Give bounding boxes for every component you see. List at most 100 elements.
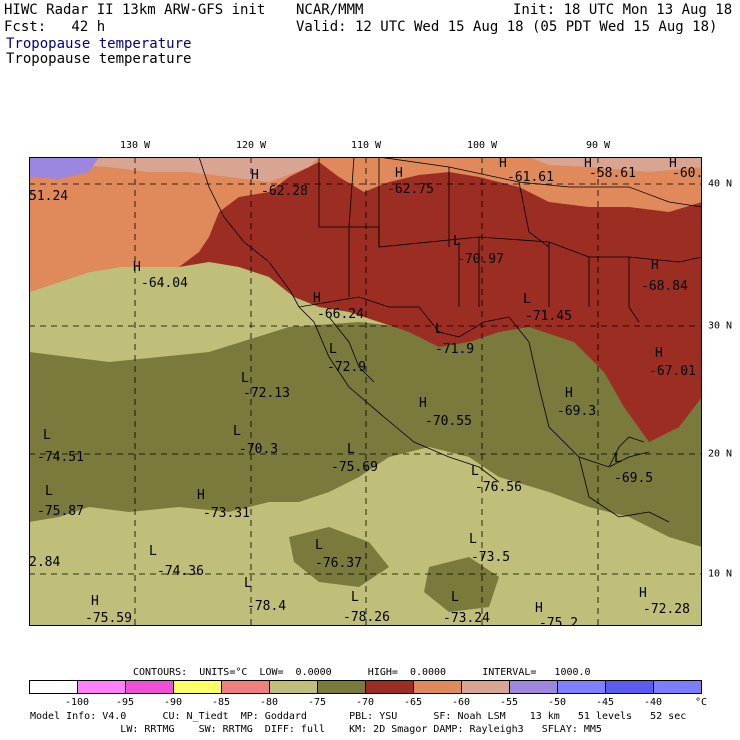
colorbar-tick-label: -70 — [355, 697, 375, 708]
edge-value: 51.24 — [29, 189, 68, 204]
colorbar-swatch — [461, 680, 510, 694]
high-value: -58.61 — [589, 166, 636, 181]
colorbar-swatch — [365, 680, 414, 694]
low-value: -71.9 — [435, 342, 474, 357]
lon-tick-100w: 100 W — [466, 140, 498, 151]
colorbar-swatch — [269, 680, 318, 694]
model-info-line-1: Model Info: V4.0 CU: N_Tiedt MP: Goddard… — [30, 711, 687, 722]
colorbar-tick-label: -100 — [64, 697, 90, 708]
high-label: H — [584, 157, 592, 171]
colorbar-tick-label: -75 — [307, 697, 327, 708]
low-value: -74.51 — [37, 450, 84, 465]
high-value: -66.24 — [317, 307, 364, 322]
colorbar-tick-label: -65 — [403, 697, 423, 708]
lon-tick-130w: 130 W — [119, 140, 151, 151]
lat-tick-10n: 10 N — [708, 568, 733, 580]
model-info-line-2: LW: RRTMG SW: RRTMG DIFF: full KM: 2D Sm… — [30, 724, 602, 735]
colorbar-swatch — [77, 680, 126, 694]
low-label: L — [614, 451, 622, 466]
colorbar-swatch — [125, 680, 174, 694]
colorbar-swatch — [173, 680, 222, 694]
colorbar-swatch — [221, 680, 270, 694]
low-value: -75.69 — [331, 460, 378, 475]
zone-m70-m75-south — [289, 527, 499, 612]
low-value: -76.37 — [315, 556, 362, 571]
high-label: H — [251, 168, 259, 183]
low-value: -70.97 — [457, 252, 504, 267]
colorbar-tick-label: -40 — [643, 697, 663, 708]
field-title-primary: Tropopause temperature — [6, 36, 192, 52]
lat-tick-40n: 40 N — [708, 178, 733, 190]
high-label: H — [91, 594, 99, 609]
low-label: L — [435, 322, 443, 337]
high-label: H — [535, 601, 543, 616]
colorbar-tick-label: -45 — [595, 697, 615, 708]
high-value: -75.2 — [539, 616, 578, 626]
extrema-labels: H-62.28 H-62.75 H-61.61 H-58.61 H-60. H-… — [29, 157, 702, 626]
low-label: L — [241, 371, 249, 386]
colorbar-tick-label: -85 — [211, 697, 231, 708]
low-label: L — [233, 424, 241, 439]
high-label: H — [499, 157, 507, 171]
source-label: NCAR/MMM — [296, 2, 364, 18]
colorbar-swatch — [413, 680, 462, 694]
low-label: L — [315, 538, 323, 553]
zone-m70-m75 — [29, 317, 702, 547]
init-time: Init: 18 UTC Mon 13 Aug 18 — [513, 2, 733, 18]
high-label: H — [419, 396, 427, 411]
lon-tick-90w: 90 W — [585, 140, 611, 151]
low-value: -74.36 — [157, 564, 204, 579]
low-label: L — [471, 464, 479, 479]
high-value: -62.28 — [261, 184, 308, 199]
high-value: -75.59 — [85, 611, 132, 626]
low-value: -72.13 — [243, 386, 290, 401]
low-value: -78.26 — [343, 610, 390, 625]
high-value: -72.28 — [643, 602, 690, 617]
low-value: -70.3 — [239, 442, 278, 457]
high-value: -64.04 — [141, 276, 188, 291]
low-value: -73.5 — [471, 550, 510, 565]
low-label: L — [453, 234, 461, 249]
edge-value: 2.84 — [29, 555, 60, 570]
zone-m60-m65 — [29, 157, 702, 292]
low-label: L — [43, 428, 51, 443]
colorbar-swatch — [509, 680, 558, 694]
low-label: L — [149, 544, 157, 559]
lat-tick-30n: 30 N — [708, 320, 733, 332]
low-label: L — [351, 590, 359, 605]
high-label: H — [197, 488, 205, 503]
low-value: -78.4 — [247, 599, 286, 614]
colorbar-swatch — [557, 680, 606, 694]
low-value: -69.5 — [614, 471, 653, 486]
high-label: H — [639, 586, 647, 601]
lon-tick-120w: 120 W — [235, 140, 267, 151]
colorbar-tick-label: -80 — [259, 697, 279, 708]
lat-lon-grid — [29, 157, 702, 626]
low-label: L — [347, 442, 355, 457]
high-value: -61.61 — [507, 170, 554, 185]
valid-time: Valid: 12 UTC Wed 15 Aug 18 (05 PDT Wed … — [296, 19, 718, 35]
high-value: -69.3 — [557, 404, 596, 419]
high-label: H — [651, 258, 659, 273]
low-label: L — [451, 590, 459, 605]
low-label: L — [45, 484, 53, 499]
contours-info: CONTOURS: UNITS=°C LOW= 0.0000 HIGH= 0.0… — [133, 667, 591, 678]
colorbar-swatch — [317, 680, 366, 694]
low-value: -72.9 — [327, 360, 366, 375]
colorbar-tick-label: -50 — [547, 697, 567, 708]
colorbar-swatch — [653, 680, 702, 694]
colorbar-tick-label: -90 — [163, 697, 183, 708]
zone-m50-m55 — [29, 157, 99, 179]
colorbar-tick-label: -55 — [499, 697, 519, 708]
field-title-secondary: Tropopause temperature — [6, 51, 192, 67]
colorbar-tick-label: -60 — [451, 697, 471, 708]
colorbar-swatch — [605, 680, 654, 694]
zone-m55-m60 — [29, 157, 702, 182]
colorbar-unit: °C — [694, 697, 708, 708]
low-value: -71.45 — [525, 309, 572, 324]
high-label: H — [133, 260, 141, 275]
high-label: H — [565, 386, 573, 401]
high-value: -62.75 — [387, 182, 434, 197]
low-value: -73.24 — [443, 611, 490, 626]
high-value: -67.01 — [649, 364, 696, 379]
